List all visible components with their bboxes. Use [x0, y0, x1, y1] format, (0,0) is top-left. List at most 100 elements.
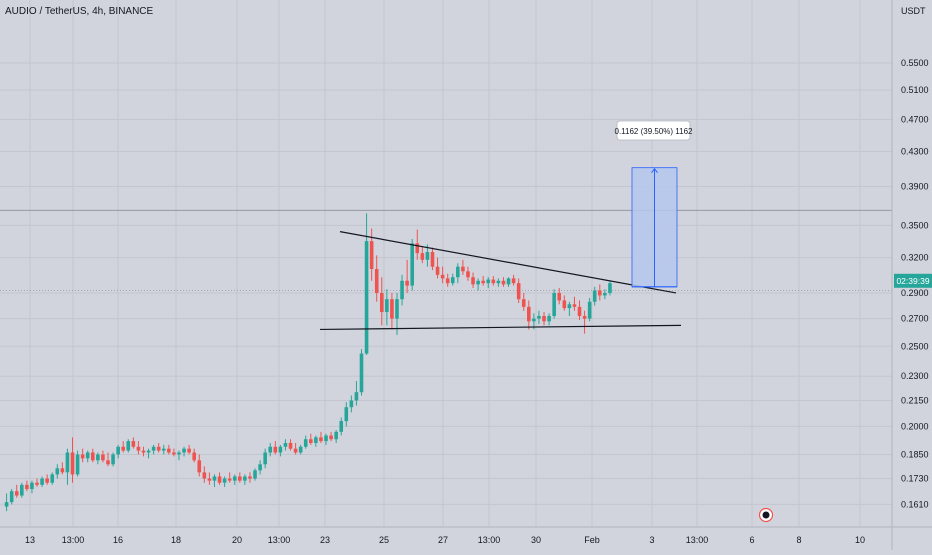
candle[interactable] [66, 449, 70, 485]
candle[interactable] [405, 260, 409, 293]
candle[interactable] [350, 395, 354, 412]
candle[interactable] [365, 213, 369, 355]
candle[interactable] [517, 278, 521, 303]
candle[interactable] [588, 298, 592, 321]
candle[interactable] [187, 445, 191, 455]
candle[interactable] [319, 432, 323, 443]
candle[interactable] [101, 451, 105, 463]
candle[interactable] [157, 443, 161, 453]
candle[interactable] [20, 483, 24, 498]
candle[interactable] [390, 293, 394, 329]
candle[interactable] [208, 472, 212, 484]
candle[interactable] [451, 274, 455, 286]
candle[interactable] [436, 258, 440, 279]
candle[interactable] [76, 451, 80, 477]
candle[interactable] [203, 466, 207, 482]
candle[interactable] [344, 402, 348, 426]
candle[interactable] [461, 260, 465, 275]
candle[interactable] [284, 439, 288, 450]
candle[interactable] [182, 447, 186, 457]
candle[interactable] [25, 481, 29, 492]
candle[interactable] [421, 247, 425, 264]
event-marker-icon[interactable] [760, 509, 773, 522]
candle[interactable] [111, 453, 115, 467]
candle[interactable] [86, 451, 90, 463]
candle[interactable] [542, 312, 546, 325]
candle[interactable] [56, 464, 60, 478]
candle[interactable] [71, 437, 75, 482]
candle[interactable] [456, 263, 460, 283]
candle[interactable] [152, 445, 156, 455]
candle[interactable] [370, 228, 374, 280]
candle[interactable] [91, 449, 95, 463]
candle[interactable] [578, 300, 582, 319]
candle[interactable] [263, 449, 267, 469]
candle[interactable] [147, 449, 151, 459]
candle[interactable] [486, 277, 490, 288]
candle[interactable] [238, 472, 242, 482]
candle[interactable] [380, 277, 384, 325]
trendline-horizontal-support[interactable] [320, 325, 681, 329]
candle[interactable] [35, 479, 39, 487]
candle[interactable] [258, 460, 262, 474]
candle[interactable] [446, 274, 450, 287]
candle[interactable] [81, 449, 85, 463]
candle[interactable] [466, 267, 470, 281]
candle[interactable] [121, 441, 125, 452]
candle[interactable] [172, 449, 176, 457]
candle[interactable] [481, 276, 485, 286]
candle[interactable] [162, 445, 166, 455]
candle[interactable] [507, 277, 511, 287]
candle[interactable] [375, 255, 379, 301]
candle[interactable] [233, 474, 237, 484]
candle[interactable] [431, 248, 435, 271]
candle[interactable] [334, 430, 338, 443]
candle[interactable] [142, 447, 146, 457]
candle[interactable] [50, 472, 54, 484]
candle[interactable] [197, 454, 201, 476]
candle[interactable] [116, 445, 120, 458]
candle[interactable] [557, 288, 561, 304]
candle[interactable] [177, 451, 181, 461]
candle[interactable] [593, 287, 597, 306]
candle[interactable] [274, 441, 278, 454]
candle[interactable] [583, 311, 587, 334]
candle[interactable] [213, 474, 217, 487]
candle[interactable] [228, 472, 232, 482]
candle[interactable] [355, 381, 359, 406]
candle[interactable] [552, 289, 556, 318]
candle[interactable] [512, 275, 516, 286]
candle[interactable] [192, 449, 196, 463]
candle[interactable] [441, 267, 445, 283]
candle[interactable] [329, 432, 333, 441]
candle[interactable] [598, 284, 602, 300]
candle[interactable] [30, 481, 34, 494]
candle[interactable] [339, 418, 343, 436]
candle[interactable] [5, 493, 9, 511]
candle[interactable] [126, 439, 130, 452]
candle[interactable] [563, 295, 567, 310]
candle[interactable] [492, 276, 496, 286]
candle[interactable] [294, 443, 298, 454]
candle[interactable] [522, 293, 526, 311]
candle[interactable] [537, 311, 541, 324]
candle[interactable] [415, 230, 419, 260]
candle[interactable] [476, 278, 480, 290]
candle[interactable] [299, 445, 303, 455]
candle[interactable] [309, 434, 313, 445]
candle[interactable] [573, 297, 577, 311]
candle[interactable] [15, 485, 19, 498]
candle[interactable] [243, 474, 247, 484]
candle[interactable] [502, 277, 506, 287]
candle[interactable] [218, 472, 222, 484]
candle[interactable] [547, 313, 551, 325]
candle[interactable] [132, 437, 136, 448]
candle[interactable] [471, 272, 475, 288]
candle[interactable] [385, 289, 389, 325]
candle[interactable] [304, 436, 308, 449]
candle[interactable] [568, 302, 572, 316]
candle[interactable] [61, 462, 65, 474]
candle[interactable] [248, 472, 252, 482]
